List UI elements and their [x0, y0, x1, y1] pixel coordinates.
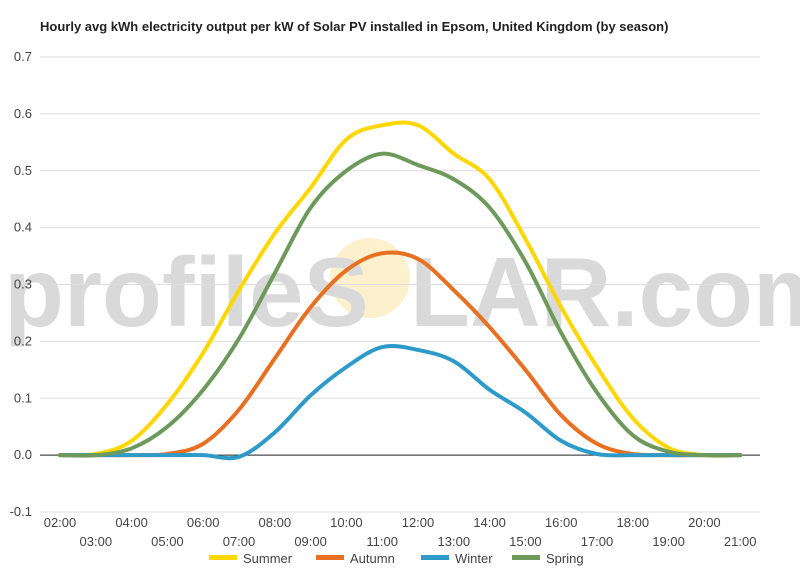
y-tick-label: -0.1 [10, 504, 32, 519]
x-tick-label: 08:00 [259, 515, 292, 530]
x-axis-ticks: 02:0003:0004:0005:0006:0007:0008:0009:00… [44, 515, 757, 549]
x-tick-label: 21:00 [724, 534, 757, 549]
watermark-text-right: LAR.com [410, 237, 800, 347]
legend-label: Autumn [350, 551, 395, 566]
x-tick-label: 05:00 [151, 534, 184, 549]
legend: Summer Autumn Winter Spring [209, 551, 584, 566]
x-tick-label: 20:00 [688, 515, 721, 530]
y-tick-label: 0.3 [14, 277, 32, 292]
y-tick-label: 0.4 [14, 220, 32, 235]
chart-title: Hourly avg kWh electricity output per kW… [40, 19, 669, 34]
x-tick-label: 11:00 [366, 534, 398, 549]
x-tick-label: 14:00 [473, 515, 506, 530]
legend-item-summer[interactable]: Summer [209, 551, 293, 566]
y-tick-label: 0.5 [14, 163, 32, 178]
x-tick-label: 17:00 [581, 534, 614, 549]
legend-item-autumn[interactable]: Autumn [316, 551, 395, 566]
series-lines [58, 120, 743, 461]
watermark-sun-icon [330, 238, 410, 318]
x-tick-label: 10:00 [330, 515, 363, 530]
watermark-text-left: profileS [4, 237, 369, 347]
x-tick-label: 16:00 [545, 515, 578, 530]
y-tick-label: 0.1 [14, 390, 32, 405]
x-tick-label: 09:00 [294, 534, 327, 549]
x-tick-label: 06:00 [187, 515, 220, 530]
legend-label: Summer [243, 551, 293, 566]
series-line-winter [58, 343, 743, 461]
x-tick-label: 02:00 [44, 515, 77, 530]
legend-swatch [316, 555, 344, 560]
legend-swatch [421, 555, 449, 560]
series-line-spring [58, 151, 743, 458]
legend-swatch [512, 555, 540, 560]
legend-item-winter[interactable]: Winter [421, 551, 493, 566]
legend-label: Winter [455, 551, 493, 566]
legend-item-spring[interactable]: Spring [512, 551, 584, 566]
y-tick-label: 0.6 [14, 106, 32, 121]
y-tick-label: 0.7 [14, 49, 32, 64]
x-tick-label: 19:00 [652, 534, 685, 549]
legend-label: Spring [546, 551, 584, 566]
x-tick-label: 12:00 [402, 515, 435, 530]
x-tick-label: 13:00 [438, 534, 471, 549]
x-tick-label: 04:00 [115, 515, 148, 530]
y-tick-label: 0.0 [14, 447, 32, 462]
y-tick-label: 0.2 [14, 333, 32, 348]
x-tick-label: 18:00 [617, 515, 650, 530]
x-tick-label: 15:00 [509, 534, 542, 549]
watermark: profileS LAR.com [4, 237, 800, 347]
legend-swatch [209, 555, 237, 560]
x-tick-label: 07:00 [223, 534, 256, 549]
x-tick-label: 03:00 [80, 534, 113, 549]
series-line-summer [58, 120, 743, 458]
